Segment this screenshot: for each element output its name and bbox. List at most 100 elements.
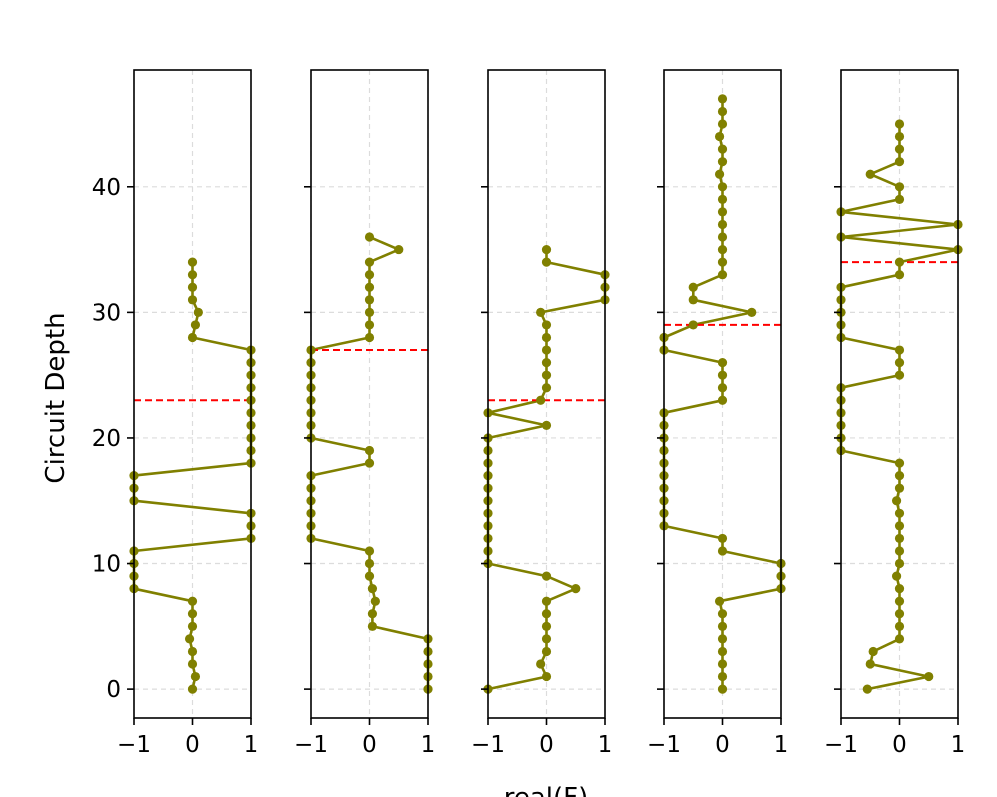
data-point	[717, 219, 728, 230]
data-point	[894, 621, 905, 631]
data-point	[541, 244, 552, 255]
panel-5: −1 0 1	[824, 69, 966, 758]
data-point	[894, 345, 905, 355]
data-point	[894, 471, 905, 481]
data-point	[894, 358, 905, 368]
data-point	[894, 533, 905, 544]
data-point	[894, 182, 905, 192]
data-point	[541, 420, 552, 430]
x-tick-label: 0	[362, 732, 377, 758]
data-point	[541, 609, 552, 619]
x-tick-label: 1	[951, 732, 966, 758]
data-point	[717, 646, 728, 657]
x-tick-label: 0	[539, 732, 554, 758]
data-point	[717, 232, 728, 242]
y-tick-label: 0	[106, 677, 121, 703]
data-point	[862, 684, 872, 694]
data-point	[187, 596, 198, 606]
data-point	[747, 307, 757, 317]
data-point	[364, 270, 375, 280]
y-tick-label: 40	[92, 175, 121, 201]
data-point	[717, 194, 728, 204]
data-point	[541, 383, 552, 393]
data-point	[868, 646, 878, 657]
data-point	[894, 131, 905, 142]
data-point	[187, 621, 198, 631]
data-point	[541, 257, 552, 267]
data-point	[717, 207, 728, 217]
data-point	[541, 345, 552, 355]
x-tick-label: 1	[598, 732, 613, 758]
y-tick-label: 10	[92, 552, 121, 578]
data-point	[894, 558, 905, 569]
data-point	[367, 609, 378, 619]
data-point	[541, 320, 552, 330]
data-point	[541, 634, 552, 644]
data-point	[193, 307, 203, 317]
data-point	[187, 257, 198, 267]
data-point	[536, 395, 546, 405]
data-point	[894, 257, 905, 267]
data-point	[717, 370, 728, 380]
x-tick-label: −1	[824, 732, 858, 758]
data-point	[364, 232, 375, 242]
data-point	[187, 684, 198, 694]
data-point	[187, 332, 198, 343]
data-point	[364, 307, 375, 317]
data-point	[894, 458, 905, 468]
x-tick-label: 1	[421, 732, 436, 758]
data-point	[536, 659, 546, 669]
data-point	[717, 684, 728, 694]
data-point	[364, 282, 375, 292]
data-point	[717, 609, 728, 619]
data-point	[364, 295, 375, 305]
data-point	[894, 157, 905, 167]
data-point	[717, 383, 728, 393]
data-point	[688, 282, 698, 292]
data-point	[541, 621, 552, 631]
data-point	[894, 483, 905, 493]
data-point	[364, 458, 375, 468]
data-point	[717, 671, 728, 682]
x-tick-label: 0	[185, 732, 200, 758]
data-point	[894, 144, 905, 154]
x-tick-label: 1	[244, 732, 259, 758]
data-point	[865, 169, 875, 179]
data-point	[717, 144, 728, 154]
data-point	[894, 609, 905, 619]
data-point	[541, 671, 552, 682]
data-point	[190, 671, 201, 682]
data-point	[187, 659, 198, 669]
data-point	[714, 169, 725, 179]
data-point	[541, 358, 552, 368]
data-point	[717, 621, 728, 631]
data-point	[364, 257, 375, 267]
data-point	[894, 508, 905, 518]
data-point	[894, 119, 905, 129]
data-point	[688, 320, 698, 330]
data-point	[187, 646, 198, 657]
x-tick-label: −1	[471, 732, 505, 758]
panel-2: −1 0 1	[294, 69, 436, 758]
data-point	[536, 307, 546, 317]
data-point	[187, 295, 198, 305]
data-point	[571, 584, 581, 594]
data-point	[187, 270, 198, 280]
x-tick-label: 0	[892, 732, 907, 758]
data-point	[364, 546, 375, 556]
data-point	[717, 395, 728, 405]
x-tick-label: −1	[294, 732, 328, 758]
data-point	[924, 671, 934, 682]
data-point	[717, 546, 728, 556]
data-point	[717, 119, 728, 129]
data-point	[541, 646, 552, 657]
data-point	[367, 621, 378, 631]
x-tick-label: −1	[117, 732, 151, 758]
data-point	[894, 596, 905, 606]
data-point	[367, 584, 378, 594]
data-point	[541, 332, 552, 343]
data-point	[717, 182, 728, 192]
y-tick-label: 20	[92, 426, 121, 452]
